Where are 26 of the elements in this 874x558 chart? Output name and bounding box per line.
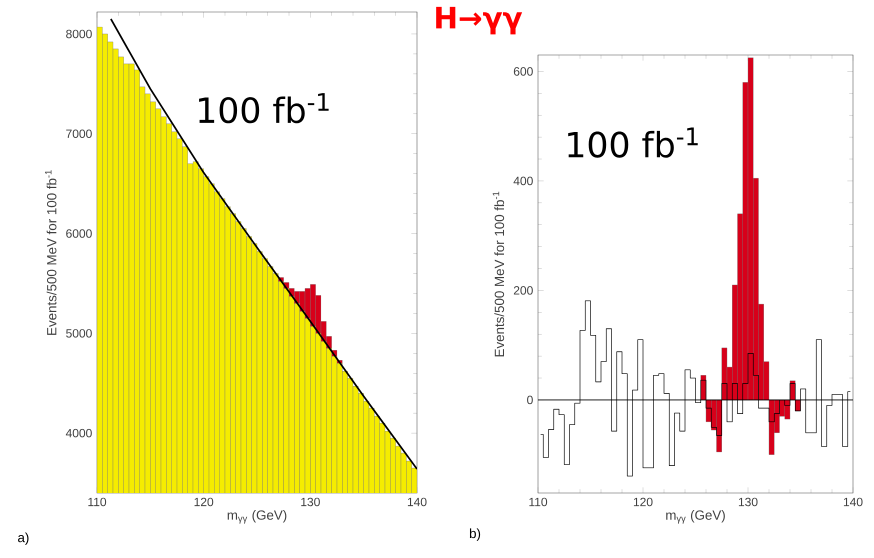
x-tick-label: 120	[194, 498, 214, 506]
x-tick-label: 110	[88, 498, 106, 506]
x-axis-title: m$_{γγ}$ (GeV)	[228, 510, 286, 524]
y-tick-label: 200	[514, 286, 533, 295]
x-tick-label: 130	[738, 498, 758, 506]
text: H→γγ	[436, 6, 522, 34]
x-tick-label: 140	[844, 498, 863, 506]
x-tick-label: 120	[634, 498, 653, 506]
y-axis-title: Events/500 MeV for 100 fb$^{-1}$	[492, 192, 504, 356]
x-tick-label: 140	[408, 498, 427, 506]
x-tick-label: 110	[529, 498, 548, 506]
annotation: 100 fb$^{-1}$	[199, 93, 329, 124]
y-axis-title: Events/500 MeV for 100 fb$^{-1}$	[45, 170, 56, 335]
y-tick-label: 8000	[66, 30, 92, 38]
y-tick-label: 400	[514, 176, 533, 186]
y-tick-label: 7000	[66, 129, 92, 138]
text: a)	[18, 532, 29, 545]
annotation: 100 fb$^{-1}$	[568, 127, 698, 158]
y-tick-label: 0	[527, 396, 533, 404]
x-axis-title: m$_{γγ}$ (GeV)	[666, 510, 725, 524]
y-tick-label: 600	[514, 67, 533, 76]
x-tick-label: 130	[301, 498, 320, 506]
y-tick-label: 5000	[66, 329, 92, 338]
text: b)	[470, 528, 480, 541]
y-tick-label: 6000	[66, 229, 92, 238]
y-tick-label: 4000	[66, 428, 92, 438]
